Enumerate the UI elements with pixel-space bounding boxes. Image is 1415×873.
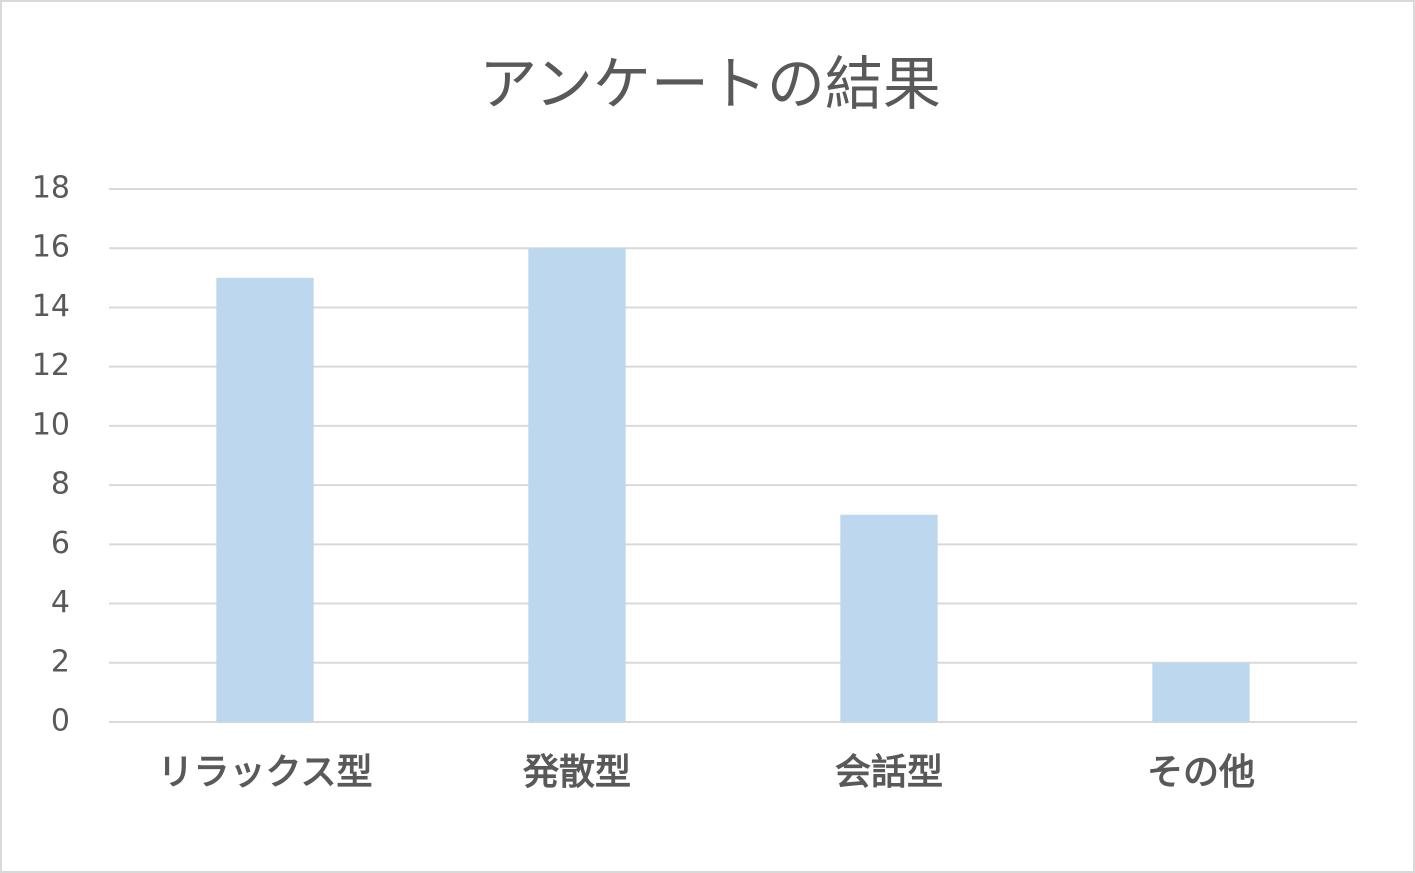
y-tick-label: 12 [32,348,70,383]
y-tick-label: 16 [32,230,70,265]
y-tick-label: 2 [51,644,70,679]
bar [216,277,314,722]
y-tick-label: 10 [32,407,70,442]
y-tick-label: 6 [51,526,70,561]
bar [528,248,626,722]
y-tick-label: 8 [51,467,70,502]
bar [1152,662,1250,722]
y-tick-label: 18 [32,171,70,206]
x-tick-label: その他 [1147,752,1255,793]
x-tick-label: リラックス型 [158,752,373,793]
x-tick-label: 会話型 [835,752,943,793]
y-tick-label: 14 [32,289,70,324]
y-tick-label: 4 [51,585,70,620]
bar [840,514,938,722]
x-tick-label: 発散型 [523,752,631,793]
chart-title: アンケートの結果 [479,50,941,118]
y-tick-label: 0 [51,704,70,739]
